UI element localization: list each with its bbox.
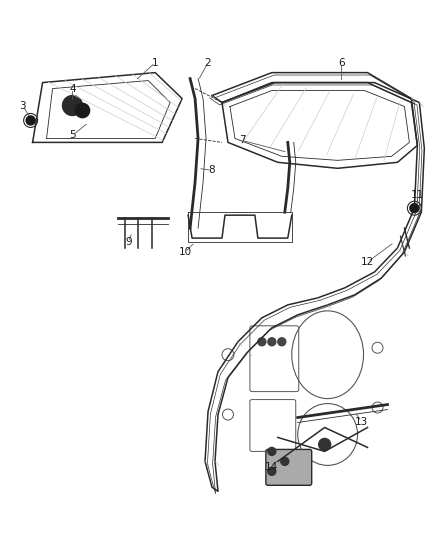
Text: 10: 10 [179,247,192,257]
Circle shape [258,338,266,346]
Circle shape [268,467,276,475]
Circle shape [268,447,276,455]
Circle shape [75,103,90,118]
Circle shape [410,204,419,213]
Circle shape [268,338,276,346]
Text: 8: 8 [209,165,215,175]
Text: 2: 2 [205,58,212,68]
Text: 12: 12 [361,257,374,267]
Text: 6: 6 [338,58,345,68]
Circle shape [63,95,82,116]
Text: 5: 5 [69,131,76,140]
Circle shape [278,338,286,346]
Text: 1: 1 [152,58,159,68]
Text: 9: 9 [125,237,131,247]
Circle shape [26,116,35,125]
Circle shape [319,439,331,450]
Text: 4: 4 [69,84,76,94]
Text: 14: 14 [265,462,279,472]
Text: 11: 11 [411,190,424,200]
Text: 3: 3 [19,101,26,110]
Circle shape [281,457,289,465]
Text: 13: 13 [355,416,368,426]
FancyBboxPatch shape [266,449,312,486]
Text: 7: 7 [239,135,245,146]
